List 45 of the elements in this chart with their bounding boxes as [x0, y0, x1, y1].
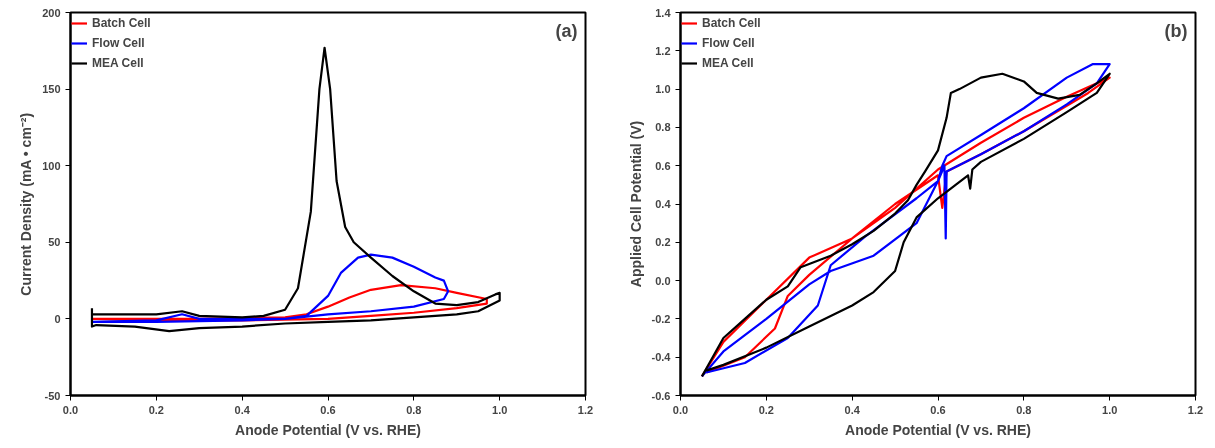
x-tick-label: 1.2: [577, 403, 594, 416]
x-tick-label: 0.8: [1016, 403, 1032, 416]
y-tick-label: -50: [44, 389, 61, 402]
y-tick-label: 200: [42, 6, 61, 19]
legend-label: Flow Cell: [92, 36, 145, 50]
legend-label: MEA Cell: [702, 56, 754, 70]
x-tick-label: 0.4: [234, 403, 251, 416]
x-tick-label: 0.6: [930, 403, 946, 416]
y-tick-label: 100: [42, 159, 61, 172]
x-tick-label: 0.6: [320, 403, 336, 416]
x-axis-title: Anode Potential (V vs. RHE): [235, 421, 421, 438]
y-tick-label: 150: [42, 83, 61, 96]
line-series: [90, 46, 501, 333]
y-axis-title: Applied Cell Potential (V): [627, 120, 644, 288]
x-tick-label: 1.0: [492, 403, 508, 416]
y-axis-title: Current Density (mA • cm⁻²): [18, 112, 35, 296]
line-series: [90, 253, 450, 324]
y-tick-label: 50: [48, 236, 61, 249]
legend-label: Flow Cell: [702, 36, 755, 50]
y-tick-label: 0.8: [655, 121, 671, 134]
y-tick-label: 1.0: [655, 83, 671, 96]
x-tick-label: 0.2: [758, 403, 774, 416]
y-tick-label: 0.6: [655, 159, 671, 172]
x-tick-label: 0.2: [148, 403, 164, 416]
legend-label: Batch Cell: [92, 16, 151, 30]
x-tick-label: 0.0: [672, 403, 689, 416]
y-tick-label: 0.4: [655, 198, 672, 210]
x-tick-label: 0.8: [406, 403, 422, 416]
y-tick-label: 1.2: [655, 44, 671, 57]
y-tick-label: 0: [54, 312, 61, 325]
annotation: (a): [555, 20, 578, 41]
x-axis-title: Anode Potential (V vs. RHE): [845, 421, 1031, 438]
y-tick-label: 0.2: [655, 236, 671, 249]
y-tick-label: 0.0: [655, 274, 671, 287]
y-tick-label: -0.6: [651, 389, 671, 402]
annotation: (b): [1164, 20, 1188, 41]
y-tick-label: -0.4: [651, 351, 672, 364]
x-tick-label: 1.0: [1102, 403, 1118, 416]
y-tick-label: 1.4: [655, 6, 672, 19]
legend-label: Batch Cell: [702, 16, 761, 30]
y-tick-label: -0.2: [651, 312, 671, 325]
x-tick-label: 0.0: [62, 403, 79, 416]
legend-label: MEA Cell: [92, 56, 144, 70]
x-tick-label: 1.2: [1187, 403, 1204, 416]
x-tick-label: 0.4: [844, 403, 861, 416]
